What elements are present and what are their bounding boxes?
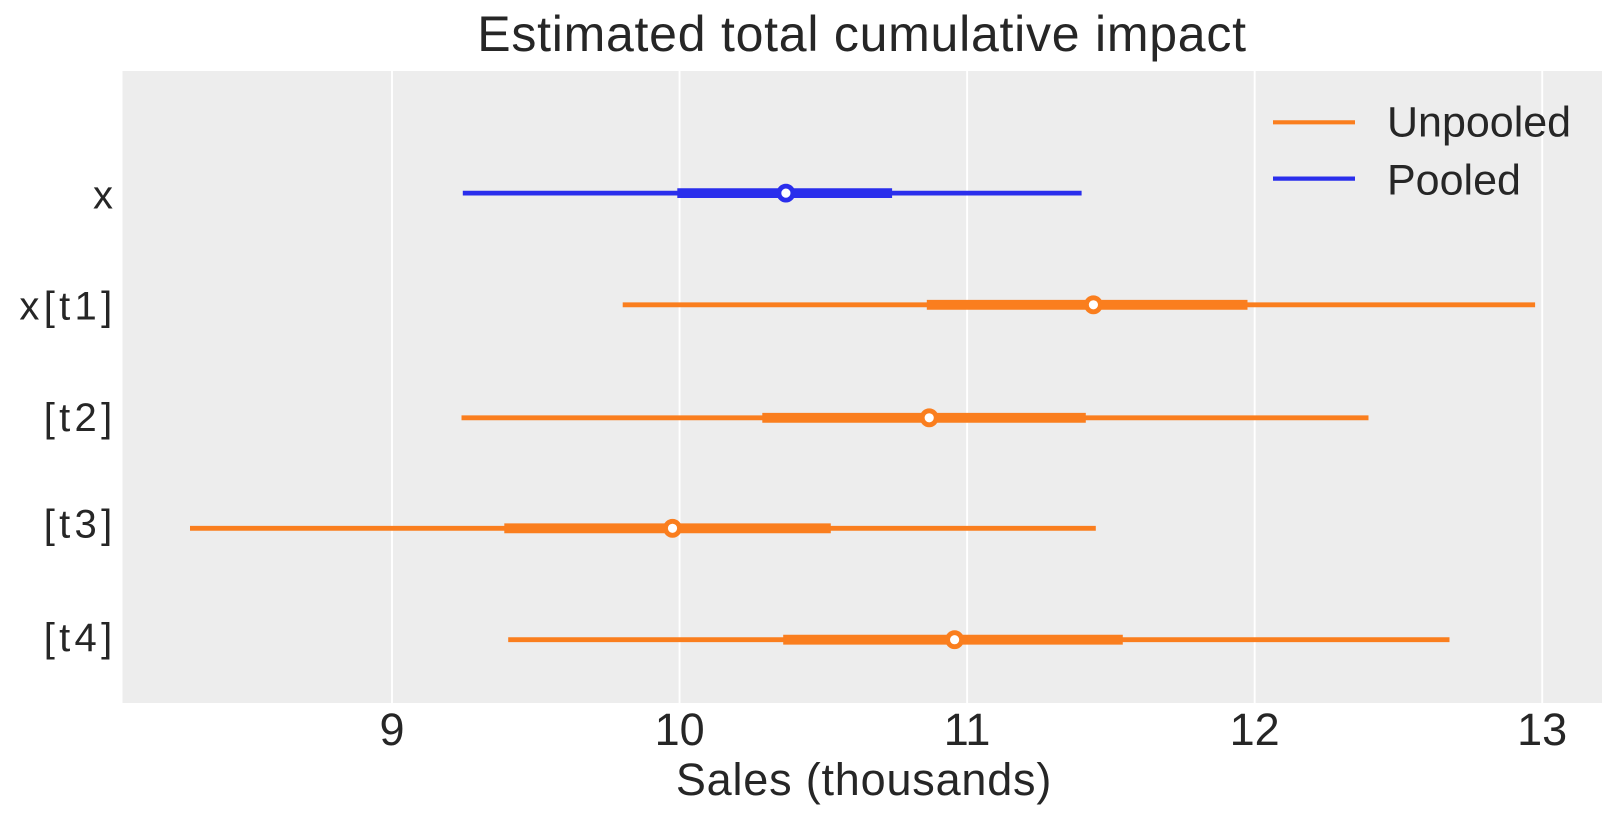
svg-text:Pooled: Pooled [1387, 157, 1521, 205]
svg-text:11: 11 [944, 704, 991, 755]
svg-text:Estimated total cumulative imp: Estimated total cumulative impact [477, 6, 1247, 62]
svg-text:Unpooled: Unpooled [1387, 99, 1571, 147]
svg-text:x[t1]: x[t1] [19, 285, 116, 329]
svg-text:[t2]: [t2] [44, 396, 117, 440]
svg-text:9: 9 [379, 704, 404, 755]
svg-text:13: 13 [1517, 704, 1567, 755]
svg-text:[t3]: [t3] [44, 503, 117, 547]
svg-text:Sales (thousands): Sales (thousands) [676, 754, 1052, 805]
svg-text:[t4]: [t4] [44, 616, 117, 660]
svg-text:12: 12 [1230, 704, 1280, 755]
svg-text:x: x [93, 174, 113, 218]
svg-text:10: 10 [655, 704, 705, 755]
